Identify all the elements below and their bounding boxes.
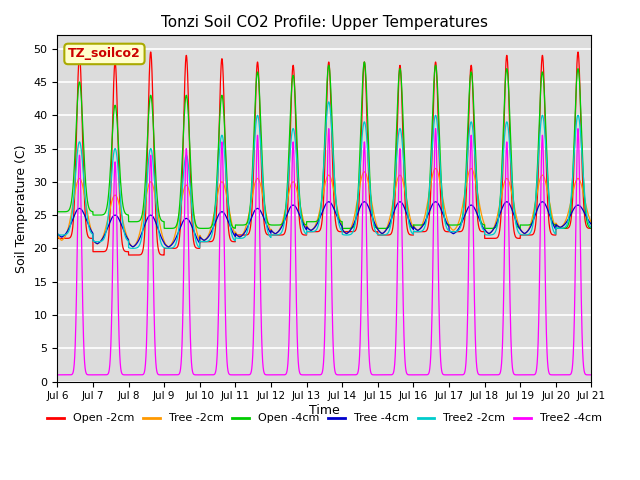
Line: Tree -2cm: Tree -2cm [58, 168, 591, 247]
Open -2cm [588, 226, 595, 231]
Tree -2cm [587, 219, 595, 225]
Open -4cm [588, 226, 595, 231]
Tree -4cm [305, 226, 312, 231]
Tree2 -4cm [325, 126, 333, 132]
Tree -2cm [415, 227, 422, 233]
Open -2cm [54, 236, 61, 241]
Line: Open -4cm: Open -4cm [58, 62, 591, 228]
Tree -4cm [415, 227, 422, 233]
Open -2cm [415, 229, 422, 235]
Open -2cm [574, 49, 582, 55]
Tree2 -4cm [444, 372, 452, 378]
Open -4cm [475, 203, 483, 208]
Open -4cm [164, 226, 172, 231]
Y-axis label: Soil Temperature (C): Soil Temperature (C) [15, 144, 28, 273]
Tree2 -4cm [475, 371, 483, 377]
Tree -4cm [444, 223, 452, 228]
Open -4cm [444, 222, 452, 228]
Line: Open -2cm: Open -2cm [58, 52, 591, 255]
Open -4cm [54, 209, 61, 215]
Tree2 -4cm [54, 372, 61, 378]
Tree -2cm [305, 226, 312, 231]
Tree -2cm [475, 195, 483, 201]
Tree -2cm [444, 219, 452, 225]
Tree2 -4cm [305, 372, 312, 378]
Tree -4cm [164, 244, 172, 250]
Open -2cm [150, 126, 157, 132]
Tree2 -2cm [305, 228, 312, 234]
Tree2 -2cm [54, 231, 61, 237]
Tree2 -2cm [325, 99, 333, 105]
Open -4cm [415, 222, 422, 228]
Tree -2cm [150, 184, 157, 190]
Tree -4cm [587, 221, 595, 227]
Tree2 -2cm [587, 224, 595, 230]
Tree -4cm [475, 214, 483, 220]
Tree2 -4cm [588, 372, 595, 378]
Open -2cm [444, 229, 452, 235]
Open -4cm [150, 123, 157, 129]
Open -4cm [360, 59, 368, 65]
Open -2cm [474, 221, 482, 227]
Tree -2cm [164, 244, 172, 250]
Tree2 -2cm [475, 203, 483, 208]
Tree2 -2cm [415, 229, 422, 235]
Open -2cm [129, 252, 137, 258]
Open -4cm [305, 219, 312, 225]
Tree2 -4cm [587, 372, 595, 378]
Tree -4cm [588, 222, 595, 228]
Line: Tree -4cm: Tree -4cm [58, 202, 591, 247]
Tree -2cm [432, 166, 440, 171]
Text: TZ_soilco2: TZ_soilco2 [68, 48, 141, 60]
Tree -4cm [150, 215, 157, 220]
Line: Tree2 -2cm: Tree2 -2cm [58, 102, 591, 248]
X-axis label: Time: Time [309, 404, 340, 417]
Open -2cm [305, 229, 312, 235]
Open -2cm [587, 226, 595, 231]
Tree -4cm [54, 230, 61, 236]
Tree -2cm [54, 232, 61, 238]
Tree2 -2cm [150, 163, 157, 169]
Title: Tonzi Soil CO2 Profile: Upper Temperatures: Tonzi Soil CO2 Profile: Upper Temperatur… [161, 15, 488, 30]
Legend: Open -2cm, Tree -2cm, Open -4cm, Tree -4cm, Tree2 -2cm, Tree2 -4cm: Open -2cm, Tree -2cm, Open -4cm, Tree -4… [43, 409, 606, 428]
Tree -4cm [325, 199, 333, 204]
Tree2 -4cm [150, 277, 157, 283]
Tree2 -2cm [588, 225, 595, 230]
Line: Tree2 -4cm: Tree2 -4cm [58, 129, 591, 375]
Open -4cm [587, 225, 595, 231]
Tree -2cm [588, 220, 595, 226]
Tree2 -4cm [93, 372, 101, 378]
Tree2 -2cm [444, 227, 452, 233]
Tree2 -2cm [164, 245, 172, 251]
Tree2 -4cm [415, 372, 422, 378]
